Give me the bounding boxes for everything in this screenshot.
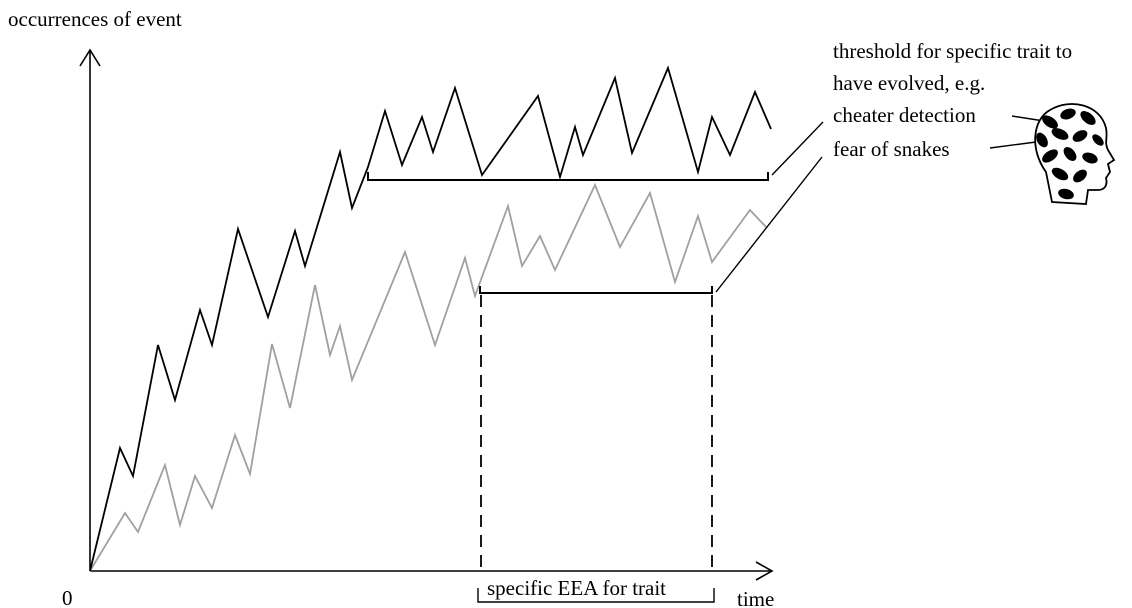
fear-of-snakes-series-line [89, 182, 768, 572]
cheater-detection-label: cheater detection [833, 103, 976, 127]
snakes-label-dash [989, 141, 1037, 149]
x-axis-label: time [737, 587, 774, 608]
threshold-label-line-2: have evolved, e.g. [833, 71, 985, 95]
head-icon [1034, 103, 1116, 205]
connector-lines [715, 115, 1045, 293]
threshold-brackets [367, 172, 769, 294]
axes [79, 48, 774, 581]
head-brain-pattern [1036, 108, 1104, 200]
cheater-connector [771, 121, 824, 176]
x-axis-arrowhead [755, 561, 774, 581]
y-axis-arrowhead [79, 48, 101, 67]
eea-label: specific EEA for trait [487, 576, 666, 600]
eea-bracket [477, 588, 715, 603]
cheater-threshold-bracket [367, 172, 769, 181]
origin-label: 0 [62, 586, 73, 608]
threshold-label-line-1: threshold for specific trait to [833, 39, 1072, 63]
snakes-connector [715, 156, 823, 293]
eea-interval [477, 295, 715, 603]
cheater-detection-series-line [89, 65, 772, 572]
y-axis-label: occurrences of event [8, 7, 182, 31]
fear-of-snakes-label: fear of snakes [833, 137, 950, 161]
snakes-threshold-bracket [479, 286, 713, 294]
